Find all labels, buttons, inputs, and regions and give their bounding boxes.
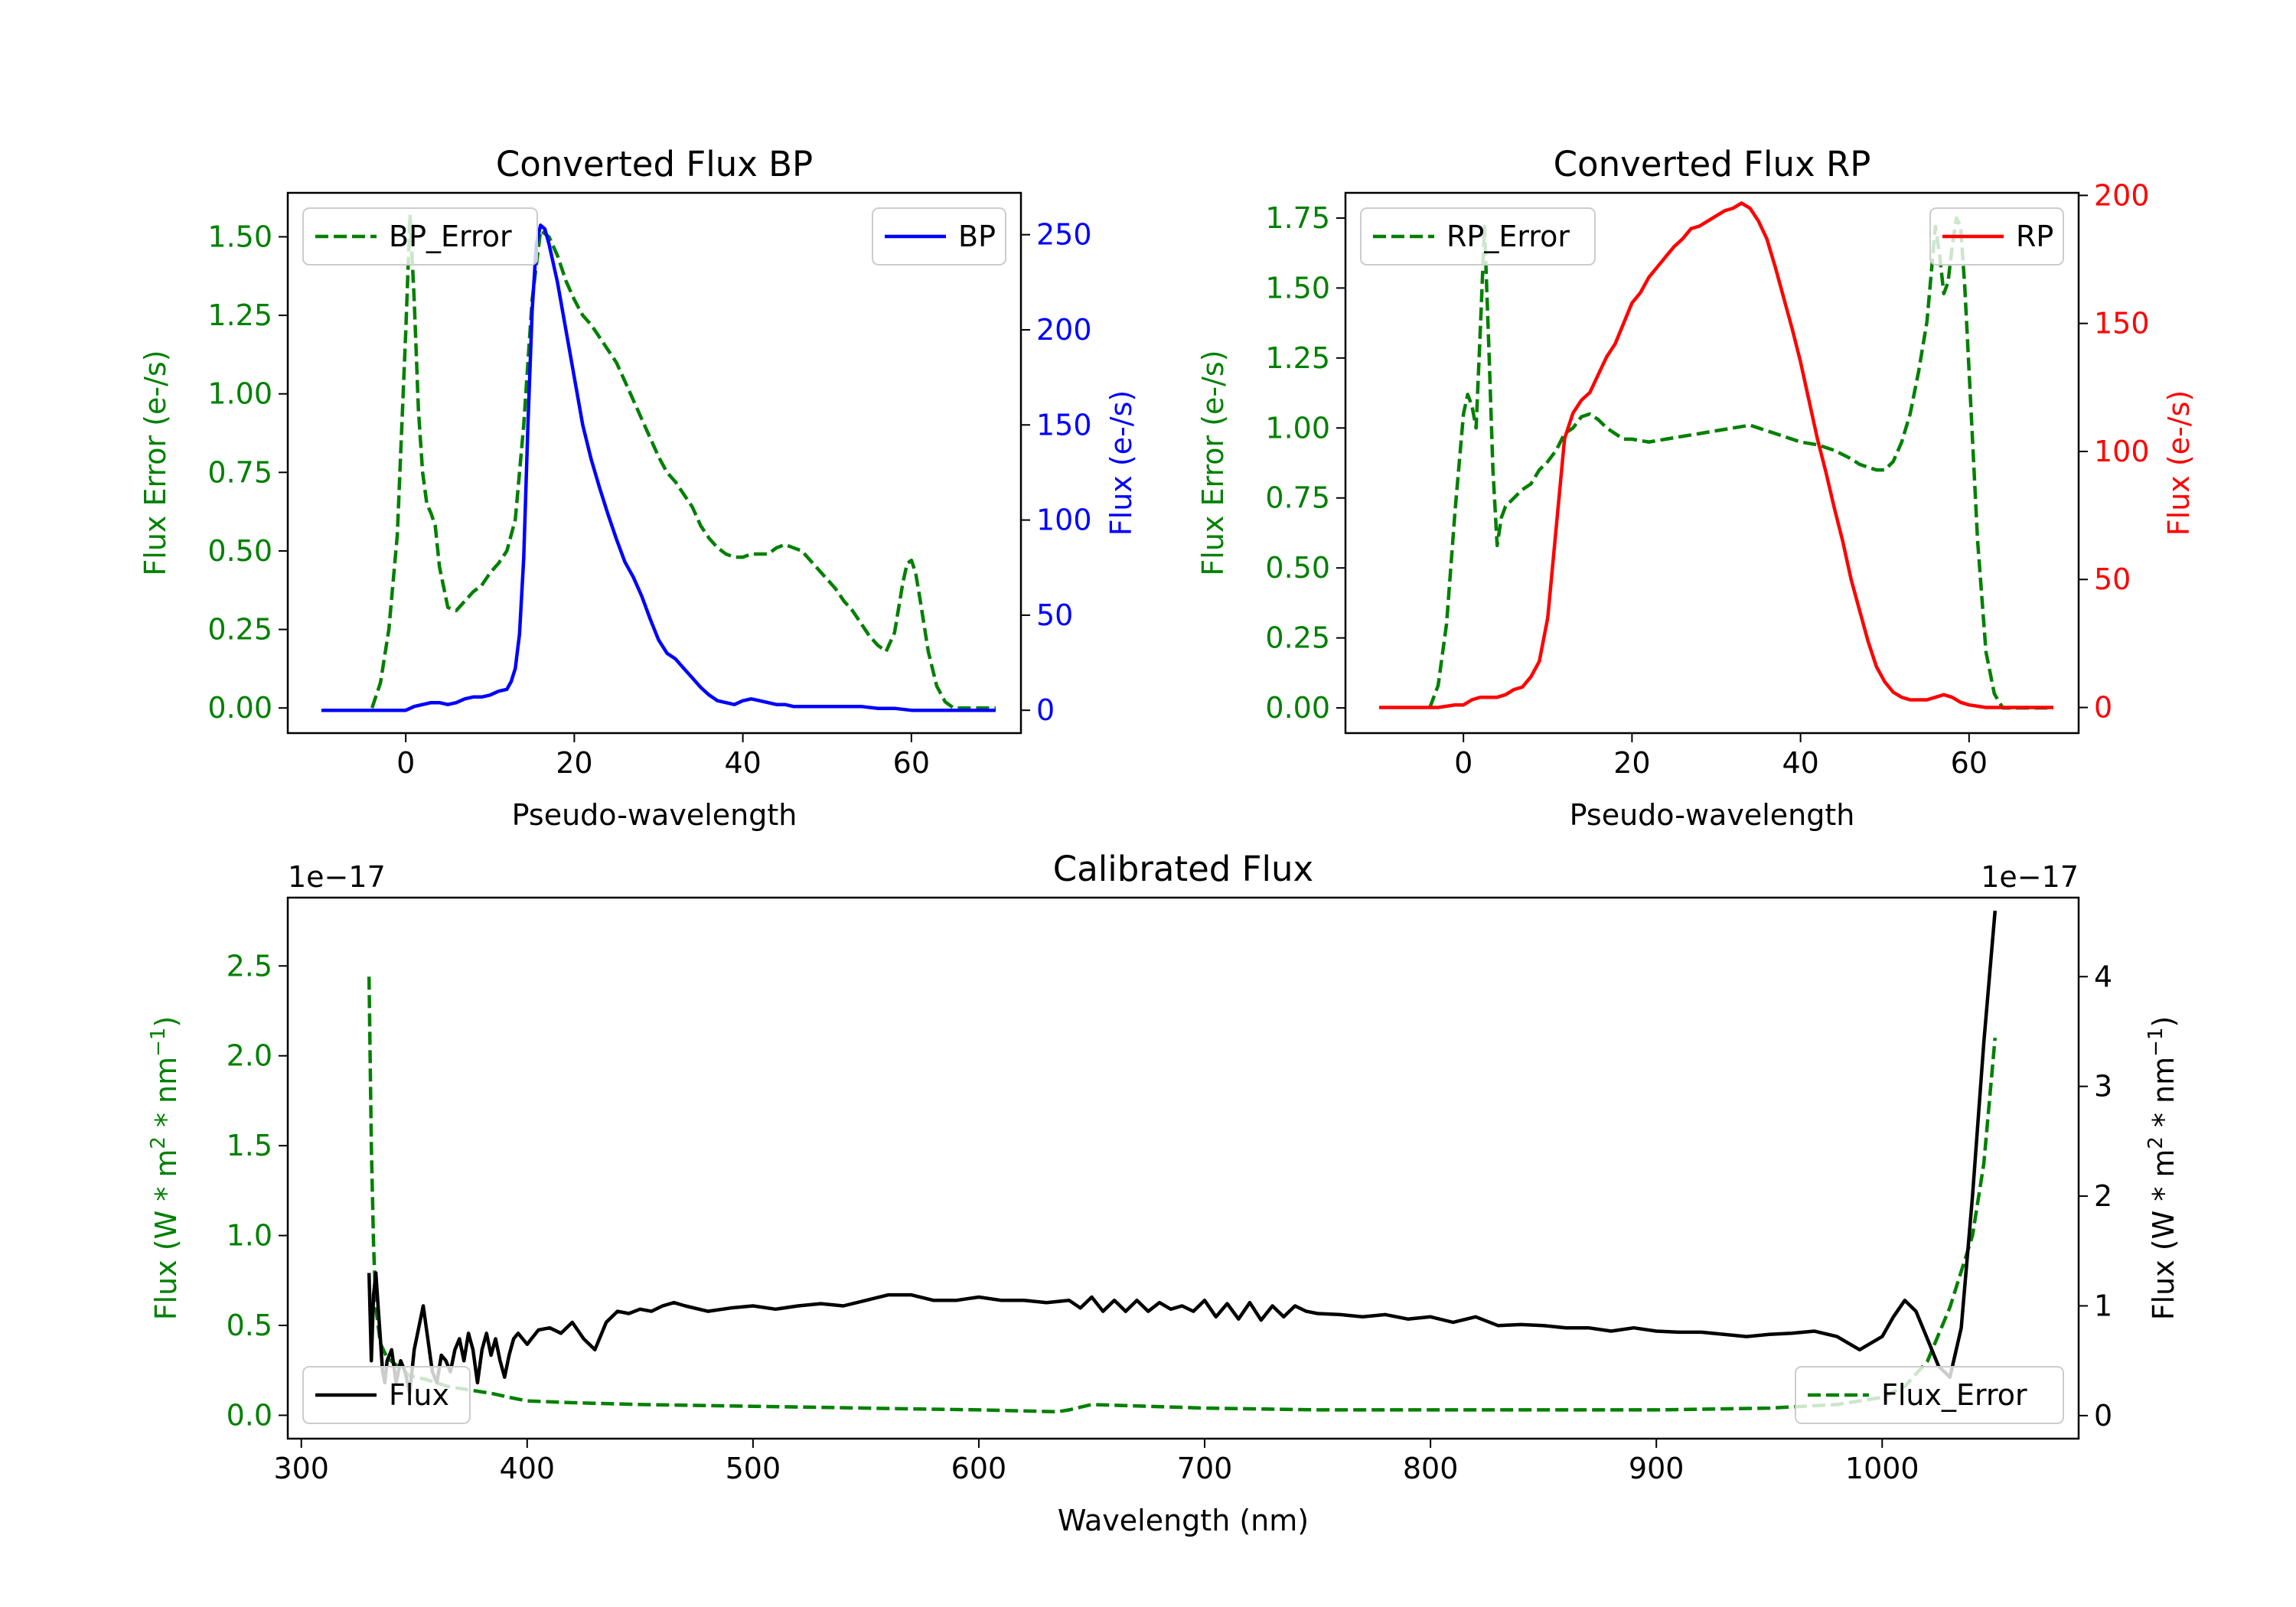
y-right-tick-label: 3 xyxy=(2094,1070,2112,1103)
x-tick-label: 800 xyxy=(1403,1452,1459,1485)
y-right-tick-label: 100 xyxy=(2094,435,2150,468)
y-right-tick-label: 200 xyxy=(1036,313,1092,347)
x-axis-label: Pseudo-wavelength xyxy=(1570,798,1855,832)
x-tick-label: 60 xyxy=(893,746,930,780)
legend-bp: BP xyxy=(872,207,1006,266)
y-right-tick-label: 150 xyxy=(1036,408,1092,442)
series-rp-error xyxy=(1427,216,2053,710)
y-left-tick-label: 0.75 xyxy=(207,455,272,489)
y-right-tick-label: 250 xyxy=(1036,218,1092,252)
panel-bp: 0 20 40 60 0.00 0.25 0.50 0.75 1.00 1.25 1.50 0 50 10… xyxy=(139,144,1138,832)
series-rp xyxy=(1379,201,2053,709)
x-tick-label: 900 xyxy=(1629,1452,1684,1485)
y-right-tick-label: 50 xyxy=(1036,598,1073,632)
y-right-tick-label: 0 xyxy=(2094,1399,2112,1433)
legend-rp: RP xyxy=(1929,207,2064,266)
series-bp xyxy=(321,223,996,712)
y-left-tick-label: 1.5 xyxy=(227,1129,272,1162)
series-flux-error xyxy=(367,976,1998,1414)
x-axis-label: Pseudo-wavelength xyxy=(512,798,797,832)
y-left-tick-label: 1.0 xyxy=(227,1219,272,1253)
y-left-tick-label: 1.50 xyxy=(1265,271,1330,305)
y-right-axis-label: Flux (e-/s) xyxy=(1104,390,1138,536)
y-left-tick-label: 1.25 xyxy=(1265,341,1330,375)
series-flux xyxy=(367,911,1998,1396)
y-left-tick-label: 0.50 xyxy=(1265,551,1330,585)
y-right-tick-label: 1 xyxy=(2094,1289,2112,1322)
x-tick-label: 500 xyxy=(726,1452,781,1485)
y-right-tick-label: 4 xyxy=(2094,960,2112,993)
y-left-tick-label: 2.0 xyxy=(227,1039,272,1073)
x-tick-label: 400 xyxy=(500,1452,556,1485)
x-tick-label: 0 xyxy=(396,746,415,780)
x-tick-label: 0 xyxy=(1454,746,1473,780)
legend-label: Flux_Error xyxy=(1881,1378,2027,1412)
axes-frame xyxy=(286,191,1022,735)
legend-rp-error: RP_Error xyxy=(1360,207,1596,266)
y-right-tick-label: 150 xyxy=(2094,307,2150,341)
y-right-axis-label: Flux (e-/s) xyxy=(2162,390,2196,536)
legend-label: RP xyxy=(2016,220,2053,253)
chart-title: Converted Flux RP xyxy=(1554,144,1871,184)
y-left-tick-label: 0.00 xyxy=(1265,691,1330,725)
y-left-tick-label: 1.25 xyxy=(207,298,272,332)
x-tick-label: 300 xyxy=(273,1452,329,1485)
y-right-tick-label: 100 xyxy=(1036,504,1092,537)
x-tick-label: 600 xyxy=(951,1452,1007,1485)
legend-label: RP_Error xyxy=(1446,220,1570,253)
legend-label: BP_Error xyxy=(389,220,512,253)
y-right-tick-label: 50 xyxy=(2094,562,2131,596)
x-tick-label: 40 xyxy=(1782,746,1818,780)
x-tick-label: 1000 xyxy=(1845,1452,1919,1485)
y-right-tick-label: 2 xyxy=(2094,1179,2112,1213)
legend-label: BP xyxy=(958,220,996,253)
legend-label: Flux xyxy=(389,1378,449,1412)
legend-flux-error: Flux_Error xyxy=(1795,1366,2064,1424)
y-left-tick-label: 1.75 xyxy=(1265,201,1330,235)
y-right-tick-label: 200 xyxy=(2094,178,2150,212)
legend-flux: Flux xyxy=(302,1366,471,1424)
y-left-tick-label: 1.00 xyxy=(207,377,272,411)
y-left-tick-label: 0.00 xyxy=(207,691,272,725)
y-left-tick-label: 0.50 xyxy=(207,534,272,568)
series-bp-error xyxy=(370,213,996,710)
x-tick-label: 20 xyxy=(556,746,592,780)
y-left-tick-label: 2.5 xyxy=(227,949,272,983)
axes-frame xyxy=(1344,191,2080,735)
y-right-tick-label: 0 xyxy=(2094,691,2112,725)
y-right-tick-label: 0 xyxy=(1036,693,1055,727)
x-axis-label: Wavelength (nm) xyxy=(1058,1504,1309,1537)
x-tick-label: 700 xyxy=(1177,1452,1233,1485)
x-tick-label: 40 xyxy=(724,746,761,780)
x-tick-label: 20 xyxy=(1613,746,1650,780)
legend-bp-error: BP_Error xyxy=(302,207,538,266)
y-left-axis-label: Flux (W * m2 * nm−1) xyxy=(147,1016,183,1321)
y-left-tick-label: 0.5 xyxy=(227,1309,272,1342)
y-left-axis-label: Flux Error (e-/s) xyxy=(1196,350,1230,575)
y-right-offset-text: 1e−17 xyxy=(1981,860,2079,894)
panel-rp: 0 20 40 60 0.00 0.25 0.50 0.75 1.00 1.25 1.50 1.75 0… xyxy=(1196,144,2196,832)
chart-title: Converted Flux BP xyxy=(496,144,813,184)
axes-frame xyxy=(286,896,2080,1440)
y-left-tick-label: 0.0 xyxy=(227,1398,272,1432)
y-left-tick-label: 0.25 xyxy=(1265,621,1330,655)
y-left-tick-label: 0.75 xyxy=(1265,481,1330,515)
panel-calib: 300 400 500 600 700 800 900 1000 0.0 0.5 1.0 1.5 2.0… xyxy=(147,849,2180,1537)
chart-title: Calibrated Flux xyxy=(1053,849,1313,889)
x-tick-label: 60 xyxy=(1951,746,1988,780)
y-left-axis-label: Flux Error (e-/s) xyxy=(139,350,172,575)
y-left-tick-label: 1.00 xyxy=(1265,411,1330,445)
y-left-tick-label: 0.25 xyxy=(207,613,272,647)
y-left-offset-text: 1e−17 xyxy=(288,860,386,894)
y-right-axis-label: Flux (W * m2 * nm−1) xyxy=(2144,1016,2180,1321)
y-left-tick-label: 1.50 xyxy=(207,220,272,253)
